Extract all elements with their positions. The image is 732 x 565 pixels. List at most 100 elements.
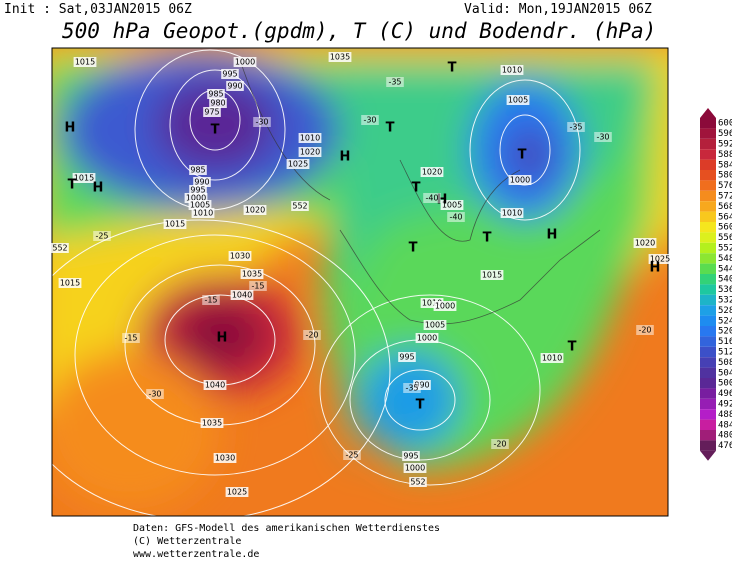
label-box — [191, 208, 215, 218]
legend-swatch — [700, 211, 716, 222]
isoline-label: 1015 — [482, 271, 502, 280]
valid-time: Valid: Mon,19JAN2015 06Z — [464, 2, 652, 17]
legend-swatch — [700, 440, 716, 451]
label-box — [228, 251, 252, 261]
pressure-center: H — [547, 228, 558, 243]
isoline-label: 1000 — [186, 194, 206, 203]
isoline-label: -30 — [596, 133, 609, 142]
label-box — [243, 205, 267, 215]
label-box — [203, 380, 227, 390]
pressure-center: T — [412, 181, 421, 196]
label-box — [240, 269, 264, 279]
legend-label: 552 — [718, 244, 732, 254]
label-box — [58, 278, 82, 288]
isoline-label: 1035 — [242, 270, 262, 279]
label-box — [298, 133, 322, 143]
legend-swatch — [700, 357, 716, 368]
label-box — [491, 439, 509, 449]
isoline-label: 1010 — [422, 299, 442, 308]
pressure-center: H — [93, 181, 104, 196]
label-box — [225, 487, 249, 497]
isoline-label: -15 — [251, 282, 264, 291]
label-box — [72, 173, 96, 183]
legend-label: 576 — [718, 181, 732, 191]
label-box — [500, 65, 524, 75]
legend-swatch — [700, 284, 716, 295]
label-box — [361, 115, 379, 125]
pressure-center: T — [448, 61, 457, 76]
pressure-center: T — [416, 398, 425, 413]
label-box — [189, 165, 207, 175]
legend-swatch — [700, 367, 716, 378]
isoline-label: -30 — [148, 390, 161, 399]
legend-swatch — [700, 242, 716, 254]
isoline-label: 1000 — [417, 334, 437, 343]
label-box — [298, 147, 322, 157]
label-box — [122, 333, 140, 343]
label-box — [480, 270, 504, 280]
isoline-label: 1000 — [435, 302, 455, 311]
isoline-label: 1020 — [635, 239, 655, 248]
label-box — [203, 107, 221, 117]
legend-label: 588 — [718, 150, 732, 160]
isoline-label: 1025 — [227, 488, 247, 497]
legend-label: 508 — [718, 358, 732, 368]
legend-swatch — [700, 118, 716, 129]
legend-swatch — [700, 138, 716, 150]
label-box — [93, 231, 111, 241]
legend-swatch — [700, 159, 716, 170]
legend-swatch — [700, 190, 716, 202]
legend-label: 512 — [718, 348, 732, 358]
label-box — [343, 450, 361, 460]
isoline-label: 1010 — [502, 66, 522, 75]
pressure-center: T — [386, 121, 395, 136]
legend-label: 532 — [718, 296, 732, 306]
legend-swatch — [700, 128, 716, 139]
label-box — [163, 219, 187, 229]
label-box — [51, 243, 69, 253]
legend-swatch — [700, 398, 716, 410]
legend-swatch — [700, 253, 716, 264]
label-box — [633, 238, 657, 248]
isoline-label: 1010 — [193, 209, 213, 218]
label-box — [207, 89, 225, 99]
label-box — [202, 295, 220, 305]
legend-label: 600 — [718, 119, 732, 129]
label-box — [423, 193, 441, 203]
pressure-center: T — [568, 340, 577, 355]
isoline-label: 1010 — [542, 354, 562, 363]
label-box — [423, 320, 447, 330]
isoline-label: 1040 — [232, 291, 252, 300]
legend-label: 592 — [718, 140, 732, 150]
isoline-label: 1005 — [425, 321, 445, 330]
footer-line: (C) Wetterzentrale — [133, 536, 241, 547]
isoline-label: 1005 — [508, 96, 528, 105]
label-box — [506, 95, 530, 105]
legend-label: 488 — [718, 410, 732, 420]
legend-swatch — [700, 388, 716, 399]
isoline-label: -20 — [305, 331, 318, 340]
legend-swatch — [700, 305, 716, 316]
label-box — [386, 77, 404, 87]
label-box — [594, 132, 612, 142]
label-box — [402, 451, 420, 461]
legend-label: 528 — [718, 306, 732, 316]
label-box — [508, 175, 532, 185]
isoline-label: 995 — [399, 353, 414, 362]
map-frame — [51, 47, 669, 517]
isoline-label: 990 — [414, 381, 429, 390]
label-box — [447, 212, 465, 222]
isoline-label: 1040 — [205, 381, 225, 390]
legend-swatch — [700, 419, 716, 430]
isoline-label: 1020 — [300, 148, 320, 157]
legend-label: 476 — [718, 441, 732, 451]
legend-label: 572 — [718, 192, 732, 202]
isoline-label: 552 — [410, 478, 425, 487]
isoline-label: 995 — [222, 70, 237, 79]
label-box — [433, 301, 457, 311]
legend-label: 564 — [718, 212, 732, 222]
legend-label: 496 — [718, 389, 732, 399]
isoline-label: 1010 — [300, 134, 320, 143]
legend-swatch — [700, 346, 716, 358]
label-box — [249, 281, 267, 291]
